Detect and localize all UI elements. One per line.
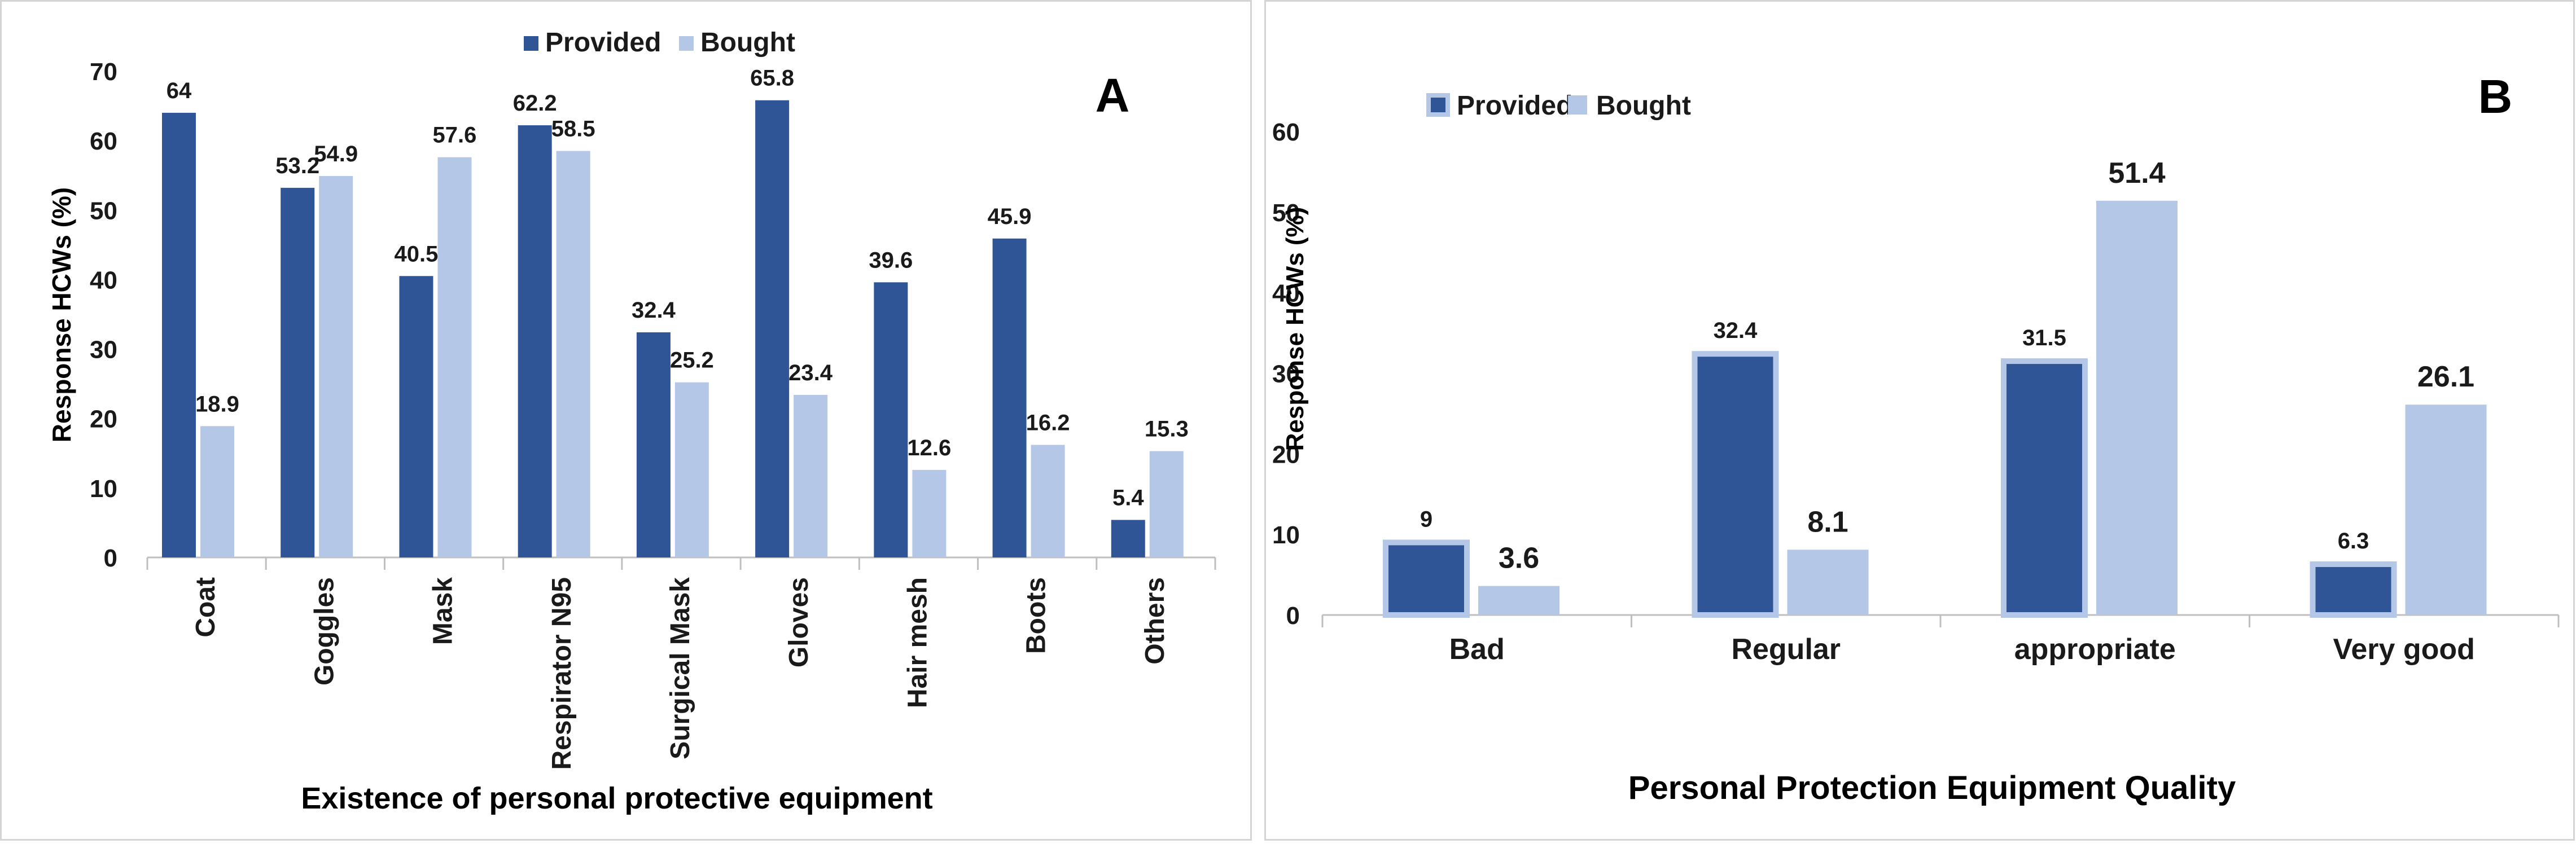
data-label: 3.6 [1499, 542, 1539, 575]
data-label: 23.4 [788, 361, 833, 385]
y-tick-label: 10 [1272, 521, 1300, 549]
data-label: 8.1 [1807, 506, 1848, 538]
bar-bought [674, 382, 709, 557]
legend-label: Bought [700, 28, 795, 58]
bar-bought [437, 157, 472, 557]
bar-provided [1692, 351, 1779, 618]
x-category-label: Coat [191, 577, 221, 638]
data-label: 31.5 [2022, 326, 2066, 350]
data-label: 32.4 [632, 298, 676, 323]
data-label: 40.5 [395, 241, 439, 266]
bar-bought [556, 151, 590, 558]
y-tick-label: 60 [90, 128, 117, 155]
data-label: 45.9 [988, 204, 1032, 229]
data-label: 54.9 [314, 142, 358, 166]
bar-bought [1787, 550, 1869, 615]
data-label: 15.3 [1145, 417, 1189, 442]
legend-swatch-bought [679, 36, 694, 51]
bar-provided [399, 276, 433, 557]
y-tick-label: 20 [1272, 441, 1300, 468]
bar-provided [874, 282, 908, 557]
chart-b-svg: 0 10 20 30 40 50 60 9 3.6 Bad 32.4 8.1 Regular 31.5 51… [1272, 70, 2560, 806]
x-category-label: Regular [1731, 633, 1841, 666]
bar-provided [636, 332, 671, 557]
bar-bought [2096, 200, 2178, 615]
data-label: 57.6 [433, 123, 477, 148]
data-label: 62.2 [513, 91, 557, 116]
y-tick-label: 0 [1286, 602, 1300, 630]
bar-provided [755, 100, 790, 558]
x-category-label: Very good [2333, 633, 2475, 666]
bar-provided [2310, 561, 2397, 618]
y-tick-label: 60 [1272, 118, 1300, 146]
x-category-label: appropriate [2014, 633, 2176, 666]
data-label: 5.4 [1112, 486, 1144, 511]
data-label: 18.9 [195, 392, 239, 416]
data-label: 25.2 [670, 348, 714, 373]
legend-label: Provided [545, 28, 661, 58]
data-label: 6.3 [2338, 529, 2369, 553]
legend-label: Provided [1457, 91, 1572, 121]
bar-bought [794, 394, 828, 557]
y-tick-label: 30 [90, 336, 117, 364]
bar-provided [281, 187, 315, 557]
x-category-label: Boots [1022, 577, 1052, 654]
y-tick-label: 20 [90, 406, 117, 433]
x-category-label: Gloves [784, 577, 814, 667]
y-axis-title: Response HCWs (%) [47, 187, 76, 442]
legend-label: Bought [1596, 91, 1691, 121]
x-category-label: Others [1140, 577, 1170, 665]
bar-provided [1111, 520, 1145, 557]
bar-bought [912, 469, 947, 557]
bar-bought [200, 426, 234, 557]
bar-provided [1383, 539, 1470, 618]
bar-bought [319, 175, 353, 558]
data-label: 39.6 [869, 248, 913, 273]
x-category-label: Bad [1449, 633, 1505, 666]
panel-letter: B [2478, 70, 2513, 123]
legend-swatch-provided [1426, 93, 1450, 117]
x-category-label: Respirator N95 [547, 577, 577, 770]
x-axis-title: Existence of personal protective equipme… [301, 781, 932, 815]
x-category-label: Mask [428, 577, 458, 645]
chart-panel-b: 0 10 20 30 40 50 60 9 3.6 Bad 32.4 8.1 Regular 31.5 51… [1264, 0, 2575, 841]
chart-panel-a: 0 10 20 30 40 50 60 70 64 18.9 Coat 53.2 54.9 Goggles… [0, 0, 1252, 841]
bar-provided [518, 125, 552, 558]
legend-swatch-provided [524, 36, 538, 51]
y-tick-label: 70 [90, 58, 117, 86]
bar-provided [992, 238, 1027, 557]
x-category-label: Surgical Mask [665, 577, 695, 759]
chart-a-svg: 0 10 20 30 40 50 60 70 64 18.9 Coat 53.254.9 Goggles… [47, 28, 1216, 815]
data-label: 53.2 [275, 153, 319, 178]
data-label: 32.4 [1714, 318, 1758, 343]
y-tick-label: 0 [104, 544, 117, 572]
bar-bought [1031, 445, 1065, 557]
y-tick-label: 50 [1272, 199, 1300, 227]
data-label: 9 [1420, 507, 1432, 531]
panel-letter: A [1096, 69, 1130, 122]
data-label: 12.6 [907, 436, 951, 460]
y-tick-label: 40 [1272, 280, 1300, 307]
x-axis-title: Personal Protection Equipment Quality [1628, 770, 2236, 806]
data-label: 58.5 [551, 117, 595, 142]
bar-provided [2001, 358, 2088, 618]
y-tick-label: 10 [90, 475, 117, 503]
x-category-label: Goggles [309, 577, 339, 686]
y-tick-label: 40 [90, 266, 117, 294]
legend-swatch-bought [1568, 95, 1587, 115]
data-label: 51.4 [2108, 157, 2165, 190]
bar-provided [162, 112, 196, 557]
y-tick-label: 30 [1272, 361, 1300, 388]
data-label: 65.8 [750, 66, 794, 91]
data-label: 16.2 [1026, 411, 1070, 436]
data-label: 26.1 [2417, 361, 2474, 393]
bar-bought [1149, 451, 1184, 557]
bar-bought [1478, 586, 1559, 615]
data-label: 64 [167, 78, 192, 103]
x-category-label: Hair mesh [903, 577, 932, 708]
bar-bought [2405, 405, 2487, 615]
y-axis-title: Response HCWs (%) [1281, 207, 1309, 451]
y-tick-label: 50 [90, 197, 117, 225]
